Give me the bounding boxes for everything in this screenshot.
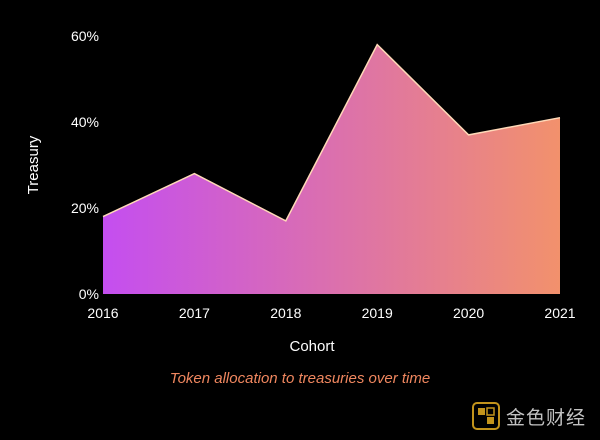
y-tick-label: 40% [71, 114, 99, 130]
x-tick-label: 2018 [270, 305, 301, 321]
y-tick-label: 20% [71, 200, 99, 216]
x-tick-label: 2021 [544, 305, 575, 321]
x-tick-label: 2020 [453, 305, 484, 321]
x-tick-label: 2017 [179, 305, 210, 321]
watermark-text: 金色财经 [505, 406, 586, 429]
area-series [103, 44, 560, 294]
y-axis-title: Treasury [25, 135, 42, 194]
golden-cube-logo-icon [471, 402, 500, 430]
x-axis-title: Cohort [289, 338, 335, 355]
x-tick-label: 2019 [362, 305, 393, 321]
area-series-outline [102, 43, 561, 222]
x-tick-label: 2016 [87, 305, 118, 321]
watermark: 金色财经 [471, 402, 586, 430]
y-tick-label: 60% [71, 28, 99, 44]
y-tick-label: 0% [79, 286, 99, 302]
chart-caption: Token allocation to treasuries over time [169, 370, 431, 387]
